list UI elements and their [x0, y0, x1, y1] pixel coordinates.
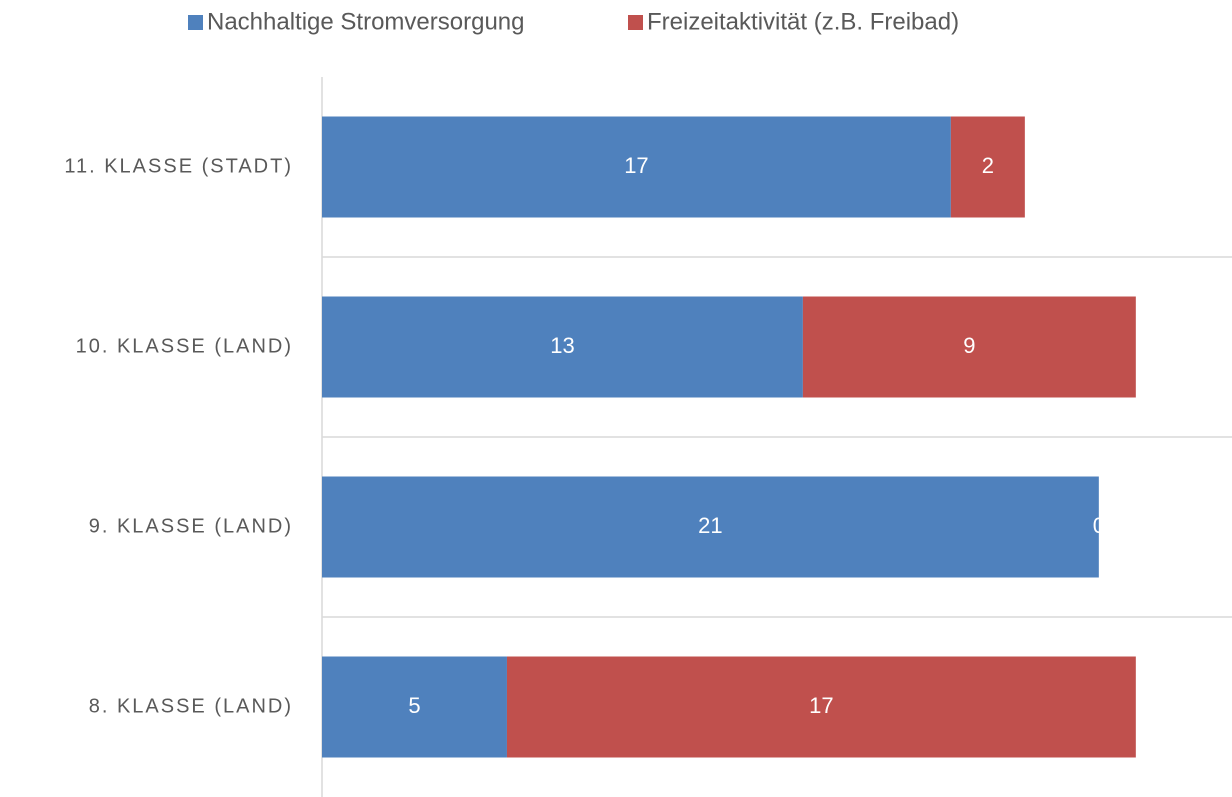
- y-tick-label: 9. KLASSE (LAND): [89, 515, 293, 537]
- bar-segment: [322, 656, 507, 758]
- bar-segment: [322, 116, 951, 218]
- y-tick-label: 11. KLASSE (STADT): [64, 155, 293, 177]
- bar-segment: [322, 296, 803, 398]
- legend-swatch: [628, 15, 643, 30]
- bar-segment: [802, 296, 1136, 398]
- legend-label: Nachhaltige Stromversorgung: [207, 8, 525, 35]
- bar-segment: [950, 116, 1025, 218]
- data-label: 2: [982, 153, 994, 178]
- data-label: 13: [550, 333, 574, 358]
- data-label: 21: [698, 513, 722, 538]
- data-label: 9: [963, 333, 975, 358]
- bar-segment: [322, 476, 1099, 578]
- data-label: 17: [809, 693, 833, 718]
- y-tick-label: 10. KLASSE (LAND): [76, 335, 293, 357]
- legend-label: Freizeitaktivität (z.B. Freibad): [647, 8, 959, 35]
- data-label: 5: [408, 693, 420, 718]
- data-label: 0: [1093, 513, 1105, 538]
- bar-segment: [506, 656, 1136, 758]
- data-label: 17: [624, 153, 648, 178]
- y-tick-label: 8. KLASSE (LAND): [89, 695, 293, 717]
- legend-swatch: [188, 15, 203, 30]
